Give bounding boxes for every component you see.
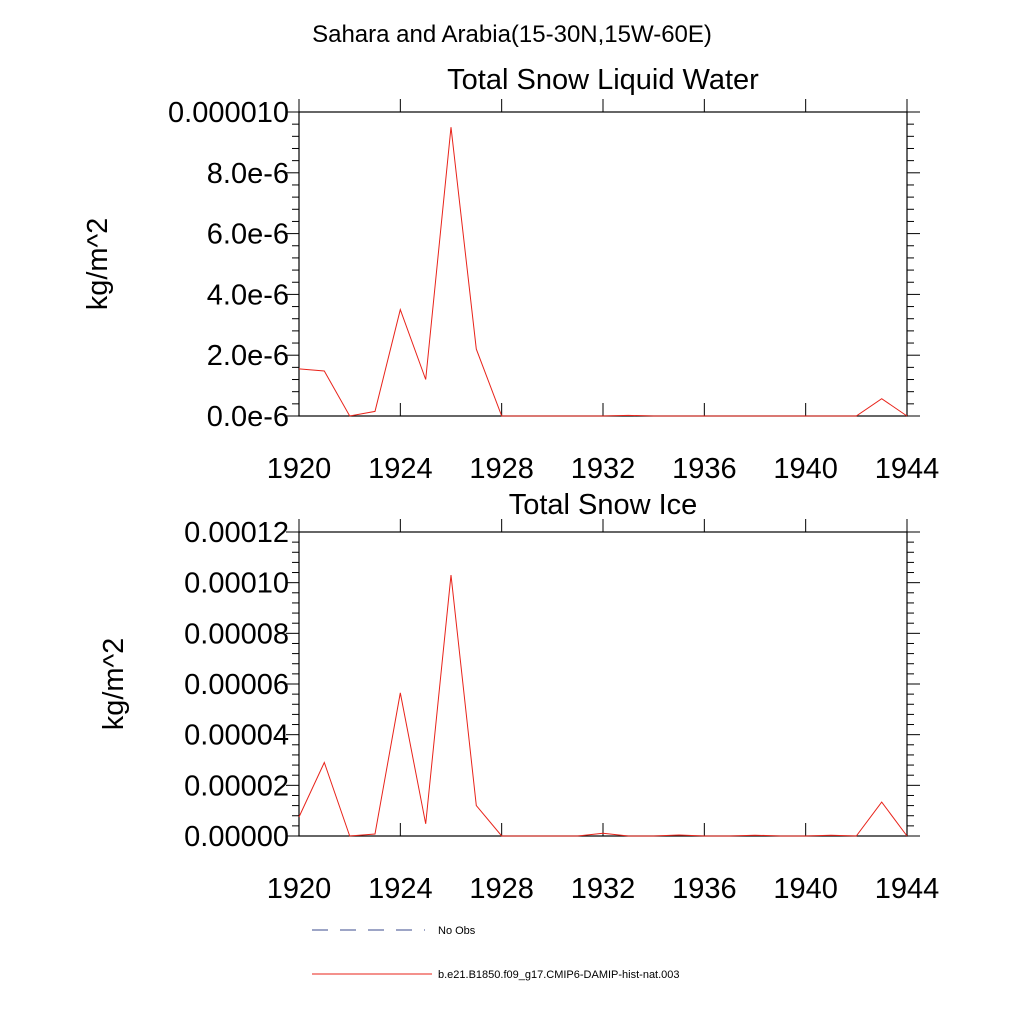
x-tick-label: 1940 bbox=[773, 453, 838, 485]
panel-snow-ice: Total Snow Ice kg/m^2 1920 1924 1928 1932 19… bbox=[98, 489, 939, 905]
plot-frame bbox=[298, 111, 908, 417]
x-tick-label: 1940 bbox=[773, 873, 838, 905]
plot-frame bbox=[298, 531, 908, 837]
panel-title: Total Snow Liquid Water bbox=[447, 64, 759, 96]
y-tick-label: 0.00012 bbox=[184, 517, 289, 549]
x-tick-label: 1936 bbox=[672, 873, 737, 905]
y-tick-label: 2.0e-6 bbox=[207, 340, 289, 372]
y-tick-label: 0.0e-6 bbox=[207, 401, 289, 433]
series-line bbox=[298, 127, 908, 417]
x-tick-label: 1932 bbox=[571, 453, 636, 485]
x-tick-label: 1928 bbox=[469, 453, 534, 485]
y-tick-label: 0.00006 bbox=[184, 669, 289, 701]
y-tick-label: 0.000010 bbox=[168, 97, 289, 129]
x-tick-label: 1920 bbox=[267, 873, 332, 905]
panel-title: Total Snow Ice bbox=[509, 489, 698, 521]
x-tick-label: 1920 bbox=[267, 453, 332, 485]
x-tick-label: 1924 bbox=[368, 453, 433, 485]
y-tick-label: 0.00010 bbox=[184, 568, 289, 600]
y-tick-label: 0.00008 bbox=[184, 618, 289, 650]
x-tick-label: 1924 bbox=[368, 873, 433, 905]
y-tick-label: 6.0e-6 bbox=[207, 219, 289, 251]
y-axis-label: kg/m^2 bbox=[82, 218, 114, 311]
x-tick-label: 1932 bbox=[571, 873, 636, 905]
panel-snow-liquid-water: Total Snow Liquid Water kg/m^2 1920 1924 1… bbox=[82, 64, 939, 485]
series-line bbox=[298, 575, 908, 837]
x-tick-label: 1936 bbox=[672, 453, 737, 485]
y-tick-label: 0.00002 bbox=[184, 770, 289, 802]
figure-suptitle: Sahara and Arabia(15-30N,15W-60E) bbox=[312, 21, 712, 48]
x-tick-label: 1928 bbox=[469, 873, 534, 905]
y-tick-label: 4.0e-6 bbox=[207, 279, 289, 311]
x-tick-label: 1944 bbox=[875, 873, 940, 905]
legend-label-no-obs: No Obs bbox=[438, 925, 476, 937]
legend: No Obs b.e21.B1850.f09_g17.CMIP6-DAMIP-h… bbox=[312, 925, 680, 981]
legend-label-model: b.e21.B1850.f09_g17.CMIP6-DAMIP-hist-nat… bbox=[438, 969, 680, 981]
x-tick-label: 1944 bbox=[875, 453, 940, 485]
y-tick-label: 8.0e-6 bbox=[207, 158, 289, 190]
y-tick-label: 0.00004 bbox=[184, 720, 289, 752]
y-axis-label: kg/m^2 bbox=[98, 638, 130, 731]
y-tick-label: 0.00000 bbox=[184, 821, 289, 853]
